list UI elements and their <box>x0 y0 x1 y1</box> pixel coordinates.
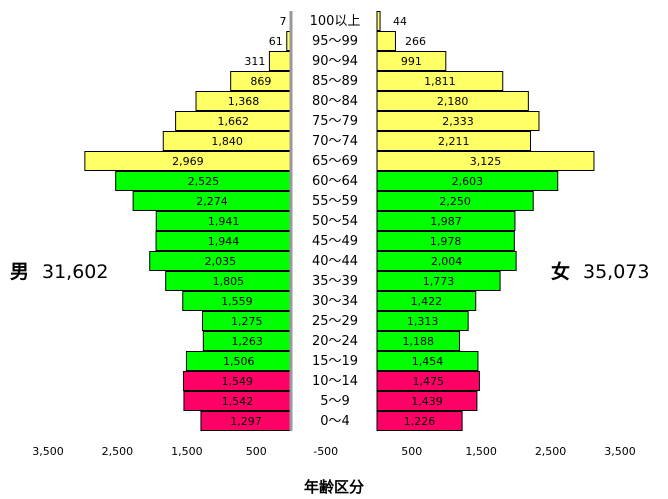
female-total-value: 35,073 <box>583 261 649 283</box>
male-value-label: 1,297 <box>230 415 262 428</box>
male-value-label: 1,559 <box>221 295 253 308</box>
female-value-label: 2,333 <box>442 115 474 128</box>
male-value-label: 1,941 <box>208 215 240 228</box>
female-value-label: 1,978 <box>430 235 462 248</box>
female-value-label: 44 <box>393 15 407 28</box>
male-value-label: 1,944 <box>208 235 240 248</box>
x-tick-label: 1,500 <box>465 445 497 458</box>
female-value-label: 2,211 <box>438 135 470 148</box>
x-tick-label: 500 <box>246 445 267 458</box>
female-value-label: 1,188 <box>402 335 434 348</box>
x-axis-ticks: 3,500 2,500 1,500 500 -500 500 1,500 2,500 3,500 <box>32 445 636 458</box>
x-tick-label: 2,500 <box>102 445 134 458</box>
female-value-label: 2,603 <box>452 175 484 188</box>
female-value-label: 991 <box>401 55 422 68</box>
female-value-label: 1,313 <box>407 315 439 328</box>
age-group-label: 75～79 <box>312 114 358 129</box>
male-value-label: 2,035 <box>205 255 237 268</box>
female-value-label: 1,811 <box>424 75 456 88</box>
female-value-label: 2,250 <box>439 195 471 208</box>
age-group-label: 30～34 <box>312 294 358 309</box>
female-value-label: 3,125 <box>470 155 502 168</box>
age-group-label: 70～74 <box>312 134 358 149</box>
male-bar <box>268 51 292 71</box>
x-tick-label: 500 <box>401 445 422 458</box>
age-group-label: 50～54 <box>312 214 358 229</box>
female-value-label: 1,439 <box>411 395 443 408</box>
age-group-label: 10～14 <box>312 374 358 389</box>
male-value-label: 1,805 <box>213 275 245 288</box>
age-group-label: 85～89 <box>312 74 358 89</box>
female-value-label: 1,422 <box>411 295 443 308</box>
male-value-label: 869 <box>250 75 271 88</box>
age-group-label: 95～99 <box>312 34 358 49</box>
female-bars: 1,226 1,439 1,475 1,454 1,188 1,313 1,422 1,773… <box>376 11 595 431</box>
male-total-value: 31,602 <box>42 261 108 283</box>
male-value-label: 1,275 <box>231 315 263 328</box>
age-group-label: 80～84 <box>312 94 358 109</box>
male-value-label: 2,274 <box>196 195 228 208</box>
age-group-label: 65～69 <box>312 154 358 169</box>
age-group-label: 90～94 <box>312 54 358 69</box>
x-tick-label: 2,500 <box>535 445 567 458</box>
female-value-label: 1,475 <box>412 375 444 388</box>
male-value-label: 61 <box>269 35 283 48</box>
female-value-label: 1,226 <box>404 415 436 428</box>
x-tick-label: 3,500 <box>32 445 64 458</box>
male-value-label: 2,969 <box>172 155 204 168</box>
age-group-label: 60～64 <box>312 174 358 189</box>
female-value-label: 1,773 <box>423 275 455 288</box>
age-group-label: 20～24 <box>312 334 358 349</box>
x-axis-title: 年齢区分 <box>304 478 364 496</box>
male-value-label: 1,840 <box>211 135 243 148</box>
male-value-label: 1,368 <box>228 95 260 108</box>
age-group-labels: 0～4 5～9 10～14 15～19 20～24 25～29 30～34 35～39 40～4… <box>289 11 378 431</box>
age-group-label: 0～4 <box>320 414 350 429</box>
female-value-label: 2,004 <box>431 255 463 268</box>
x-tick-label: 1,500 <box>171 445 203 458</box>
female-value-label: 2,180 <box>437 95 469 108</box>
male-value-label: 1,662 <box>218 115 250 128</box>
age-group-label: 100以上 <box>310 14 361 29</box>
male-value-label: 1,542 <box>222 395 254 408</box>
x-tick-label: -500 <box>313 445 338 458</box>
age-group-label: 40～44 <box>312 254 358 269</box>
male-value-label: 2,525 <box>188 175 220 188</box>
age-group-label: 5～9 <box>320 394 350 409</box>
male-value-label: 7 <box>280 15 287 28</box>
male-value-label: 1,506 <box>223 355 255 368</box>
female-value-label: 266 <box>405 35 426 48</box>
age-group-label: 25～29 <box>312 314 358 329</box>
age-group-label: 35～39 <box>312 274 358 289</box>
male-value-label: 311 <box>244 55 265 68</box>
age-group-label: 45～49 <box>312 234 358 249</box>
male-value-label: 1,549 <box>221 375 253 388</box>
male-bars: 1,297 1,542 1,549 1,506 1,263 1,275 1,559 1,805… <box>84 11 292 431</box>
female-value-label: 1,987 <box>430 215 462 228</box>
age-group-label: 55～59 <box>312 194 358 209</box>
age-group-label: 15～19 <box>312 354 358 369</box>
male-total-label: 男 <box>10 261 29 283</box>
male-value-label: 1,263 <box>231 335 263 348</box>
female-value-label: 1,454 <box>412 355 444 368</box>
female-total-label: 女 <box>551 260 570 283</box>
x-tick-label: 3,500 <box>604 445 636 458</box>
female-bar <box>376 31 396 51</box>
